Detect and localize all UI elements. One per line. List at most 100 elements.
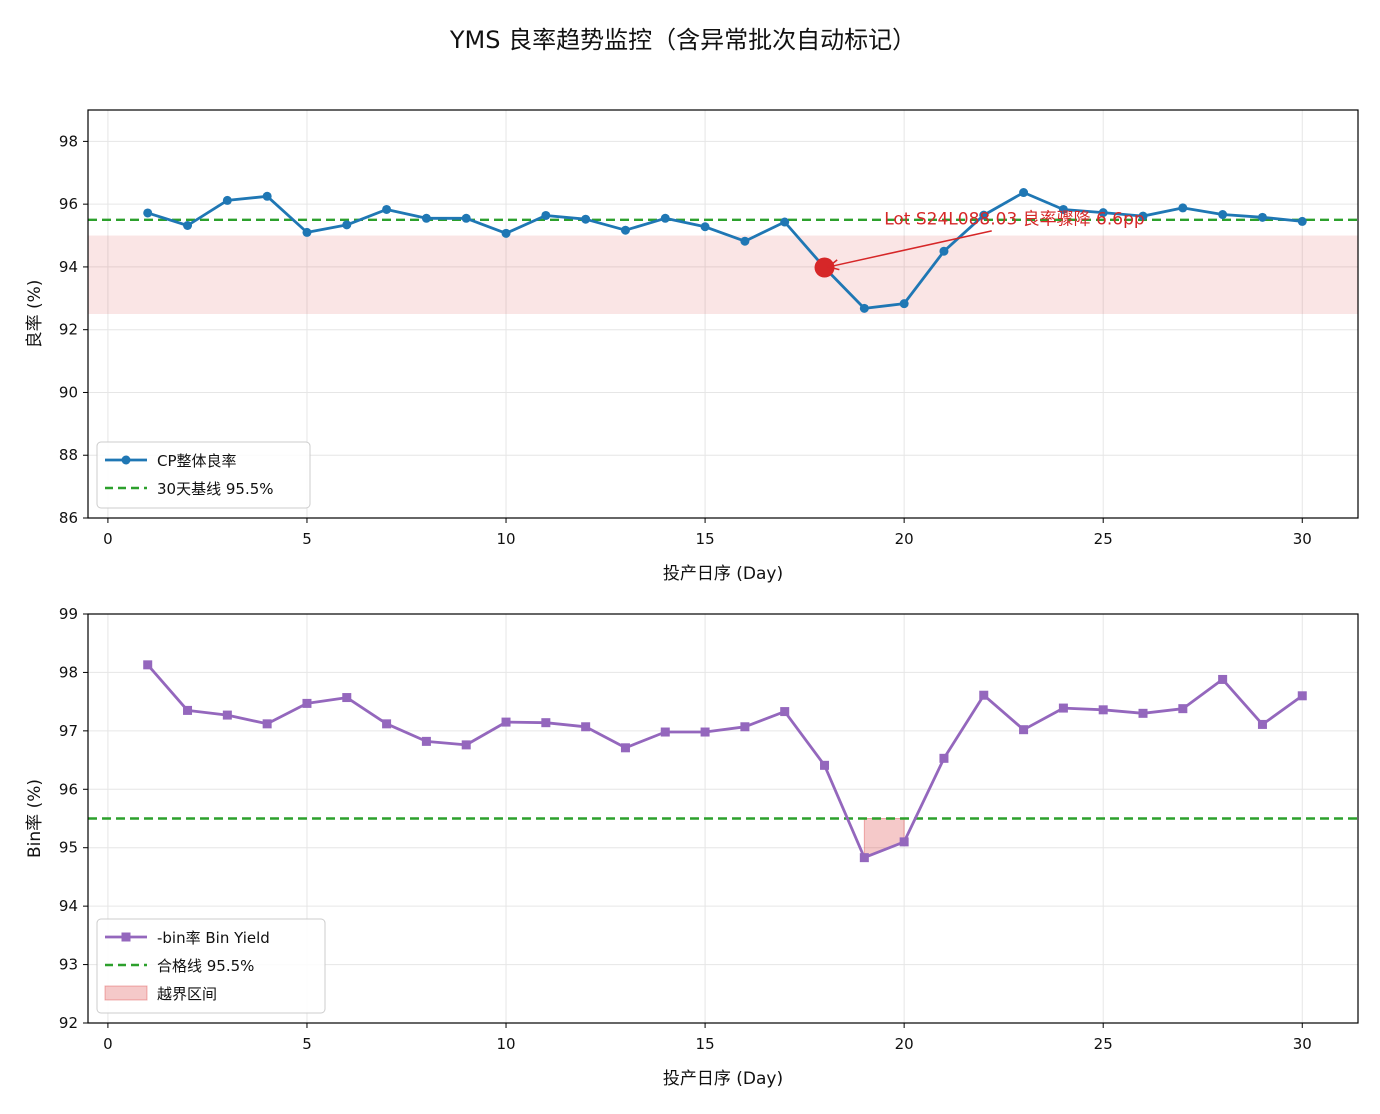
- data-point: [541, 210, 551, 220]
- data-point: [501, 228, 511, 238]
- data-point: [1297, 691, 1307, 701]
- x-tick-label: 5: [302, 1035, 312, 1053]
- data-point: [262, 191, 272, 201]
- y-tick-label: 92: [59, 1014, 78, 1032]
- data-point: [461, 213, 471, 223]
- y-tick-label: 86: [59, 509, 78, 527]
- data-point: [183, 705, 193, 715]
- legend-box: [96, 918, 326, 1014]
- x-tick-label: 10: [496, 1035, 515, 1053]
- legend-label: 越界区间: [157, 985, 217, 1003]
- figure-title: YMS 良率趋势监控（含异常批次自动标记）: [449, 26, 916, 54]
- data-point: [1098, 705, 1108, 715]
- data-point: [1019, 188, 1029, 198]
- data-point: [222, 710, 232, 720]
- data-point: [780, 707, 790, 717]
- data-point: [620, 225, 630, 235]
- data-point: [143, 660, 153, 670]
- y-tick-label: 93: [59, 956, 78, 974]
- x-tick-label: 20: [895, 530, 914, 548]
- legend-swatch: [104, 985, 148, 1001]
- data-point: [939, 753, 949, 763]
- data-point: [581, 214, 591, 224]
- plot-frame: [87, 613, 1359, 1024]
- legend-label: 合格线 95.5%: [157, 957, 254, 975]
- chart-panel-2: 0 5 10 15 20 25 30 92 93 94 95 96 97 98 99 投产日序 (Day) Bi…: [25, 605, 1359, 1089]
- legend-marker: [121, 932, 131, 942]
- y-tick-label: 96: [59, 780, 78, 798]
- anomaly-point: [814, 257, 835, 278]
- legend-label: CP整体良率: [157, 452, 237, 470]
- x-tick-label: 30: [1293, 1035, 1312, 1053]
- data-point: [1058, 204, 1068, 214]
- data-point: [859, 303, 869, 313]
- y-tick-label: 88: [59, 446, 78, 464]
- y-tick-label: 92: [59, 321, 78, 339]
- data-point: [1098, 208, 1108, 218]
- data-point: [1178, 704, 1188, 714]
- annotation-text: Lot S24L088.03 良率骤降 6.6pp: [884, 209, 1144, 229]
- data-point: [421, 213, 431, 223]
- data-point: [183, 220, 193, 230]
- annotation-arrowhead: [826, 259, 840, 271]
- y-axis-label: 良率 (%): [25, 280, 45, 349]
- legend-marker: [121, 455, 131, 465]
- y-tick-label: 94: [59, 897, 78, 915]
- series-line: [147, 191, 1303, 310]
- y-tick-label: 94: [59, 258, 78, 276]
- data-point: [979, 210, 989, 220]
- data-point: [382, 204, 392, 214]
- data-point: [899, 299, 909, 309]
- data-point: [222, 195, 232, 205]
- data-point: [660, 727, 670, 737]
- data-point: [382, 719, 392, 729]
- data-point: [780, 217, 790, 227]
- data-point: [1257, 719, 1267, 729]
- data-point: [1297, 216, 1307, 226]
- data-point: [700, 222, 710, 232]
- data-point: [1019, 725, 1029, 735]
- legend-box: [96, 441, 311, 509]
- legend-label: 30天基线 95.5%: [157, 480, 274, 498]
- y-tick-label: 98: [59, 663, 78, 681]
- data-point: [859, 853, 869, 863]
- data-point: [421, 736, 431, 746]
- data-point: [620, 743, 630, 753]
- x-axis-label: 投产日序 (Day): [663, 1069, 783, 1089]
- data-point: [342, 220, 352, 230]
- data-point: [1218, 210, 1228, 220]
- data-point: [1178, 203, 1188, 213]
- chart-panel-1: Lot S24L088.03 良率骤降 6.6pp 0 5 10 15 20 25 30 86 8…: [25, 109, 1359, 584]
- data-point: [1058, 703, 1068, 713]
- series-line: [146, 663, 1304, 859]
- data-point: [820, 760, 830, 770]
- y-tick-label: 97: [59, 722, 78, 740]
- data-point: [740, 722, 750, 732]
- x-tick-label: 15: [696, 1035, 715, 1053]
- x-tick-label: 30: [1293, 530, 1312, 548]
- data-point: [501, 717, 511, 727]
- data-point: [899, 837, 909, 847]
- data-point: [302, 227, 312, 237]
- data-point: [262, 719, 272, 729]
- data-point: [302, 698, 312, 708]
- x-tick-label: 15: [696, 530, 715, 548]
- x-tick-label: 20: [895, 1035, 914, 1053]
- x-axis-label: 投产日序 (Day): [663, 564, 783, 584]
- data-point: [143, 208, 153, 218]
- y-axis-label: Bin率 (%): [25, 779, 45, 858]
- plot-frame: [87, 109, 1359, 519]
- data-point: [939, 246, 949, 256]
- data-point: [541, 718, 551, 728]
- x-tick-label: 0: [103, 1035, 113, 1053]
- x-tick-label: 25: [1094, 530, 1113, 548]
- x-tick-label: 5: [302, 530, 312, 548]
- y-tick-label: 99: [59, 605, 78, 623]
- x-tick-label: 10: [496, 530, 515, 548]
- data-point: [1218, 674, 1228, 684]
- x-tick-label: 25: [1094, 1035, 1113, 1053]
- data-point: [1138, 211, 1148, 221]
- y-tick-label: 98: [59, 132, 78, 150]
